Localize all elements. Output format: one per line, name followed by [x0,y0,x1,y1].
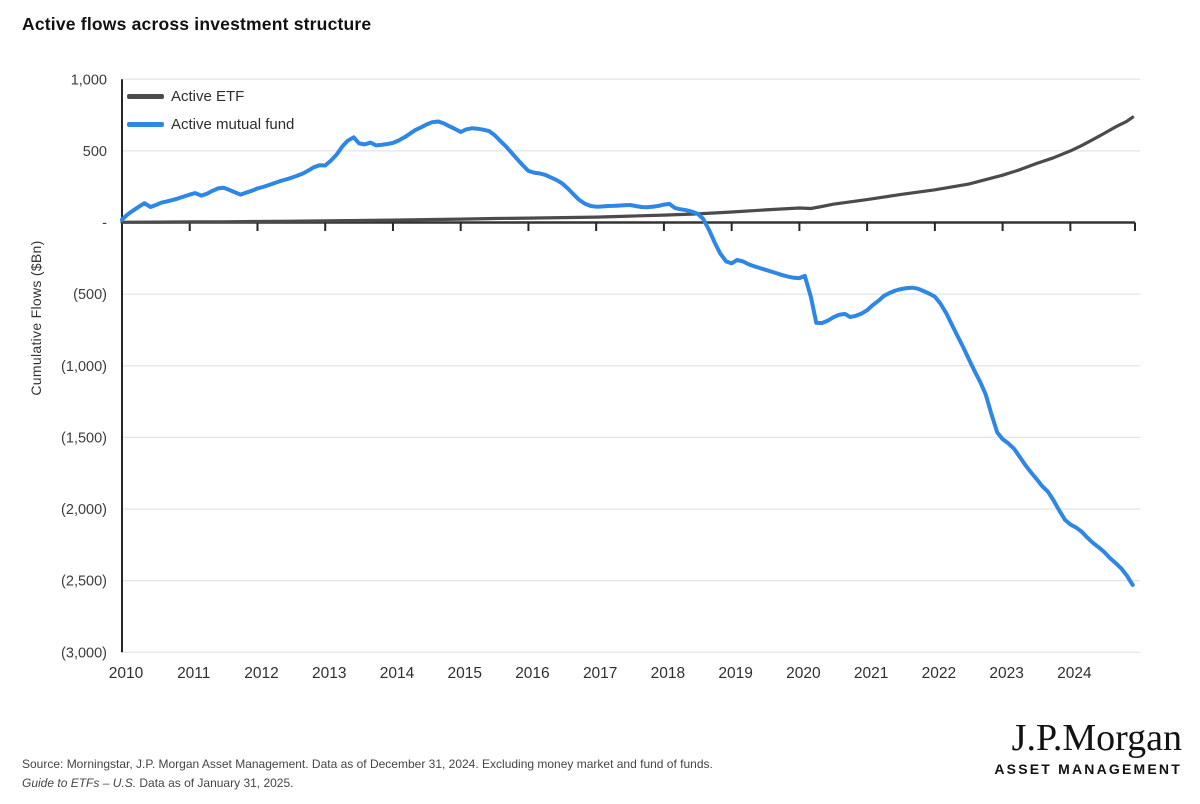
x-tick-label: 2021 [854,665,888,682]
jpmorgan-asset-management-label: ASSET MANAGEMENT [994,761,1182,777]
x-tick-label: 2020 [786,665,821,682]
x-tick-label: 2016 [515,665,549,682]
x-tick-label: 2017 [583,665,617,682]
series-line-active-etf [120,115,1135,224]
legend: Active ETF Active mutual fund [127,88,294,144]
legend-item-active-mutual-fund: Active mutual fund [127,116,294,133]
x-tick-label: 2014 [380,665,415,682]
plot-canvas: 1,000 500 - (500) (1,000) (1,500) (2,000) (2,50… [61,72,1140,682]
x-tick-label: 2013 [312,665,346,682]
chart-title: Active flows across investment structure [22,14,372,34]
x-tick-label: 2022 [922,665,956,682]
jpmorgan-logo: J.P.Morgan ASSET MANAGEMENT [994,718,1182,777]
x-tick-label: 2011 [177,665,210,682]
x-tick-label: 2015 [447,665,481,682]
y-tick-label: - [102,216,107,232]
source-note: Source: Morningstar, J.P. Morgan Asset M… [22,755,713,793]
legend-label-active-etf: Active ETF [171,88,245,105]
x-tick-label: 2024 [1057,665,1092,682]
source-line-2-rest: Data as of January 31, 2025. [136,776,294,790]
jpmorgan-wordmark: J.P.Morgan [1011,717,1182,759]
legend-swatch-active-etf-icon [127,94,164,99]
source-line-2: Guide to ETFs – U.S. Data as of January … [22,774,713,793]
x-tick-label: 2018 [651,665,685,682]
source-line-2-italic: Guide to ETFs – U.S. [22,776,137,790]
y-tick-label: 1,000 [71,72,107,88]
legend-label-active-mutual-fund: Active mutual fund [171,116,295,133]
y-tick-label: (2,000) [61,502,107,518]
y-tick-label: (3,000) [61,645,107,661]
y-tick-label: 500 [83,144,107,160]
x-tick-label: 2010 [109,665,144,682]
y-tick-label: (2,500) [61,574,107,590]
legend-item-active-etf: Active ETF [127,88,294,105]
y-tick-label: (500) [73,287,107,303]
series-line-active-mutual-fund [120,119,1135,587]
source-line-1: Source: Morningstar, J.P. Morgan Asset M… [22,757,713,771]
x-tick-label: 2023 [989,665,1023,682]
y-tick-label: (1,000) [61,359,107,375]
legend-swatch-active-mutual-fund-icon [127,122,164,127]
x-tick-label: 2012 [244,665,278,682]
x-tick-label: 2019 [718,665,752,682]
y-tick-label: (1,500) [61,430,107,446]
